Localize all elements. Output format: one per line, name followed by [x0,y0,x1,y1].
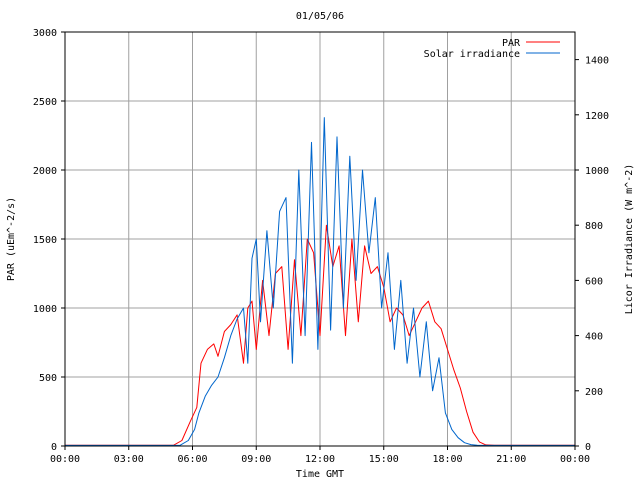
series-layer [65,117,575,446]
y-axis-label: PAR (uEm^-2/s) [6,197,17,281]
y-tick-label: 1000 [33,304,57,315]
x-tick-label: 18:00 [432,454,462,465]
x-tick-label: 00:00 [560,454,590,465]
par-line [65,224,575,446]
y2-tick-label: 1000 [585,166,609,177]
y2-tick-label: 200 [585,387,603,398]
x-axis-label: Time GMT [296,469,344,480]
x-tick-label: 03:00 [114,454,144,465]
y2-axis-label: Licor Irradiance (W m^-2) [624,164,635,315]
y2-tick-label: 0 [585,442,591,453]
x-tick-label: 00:00 [50,454,80,465]
solar-irradiance-line [65,117,575,446]
x-tick-label: 15:00 [369,454,399,465]
y2-tick-label: 1200 [585,111,609,122]
y2-tick-label: 800 [585,221,603,232]
legend-solar-label: Solar irradiance [424,49,520,60]
legend-par-label: PAR [502,38,521,49]
chart-title: 01/05/06 [296,11,344,22]
y2-tick-label: 400 [585,332,603,343]
x-tick-label: 06:00 [177,454,207,465]
x-tick-label: 09:00 [241,454,271,465]
y-tick-label: 3000 [33,28,57,39]
x-tick-label: 12:00 [305,454,335,465]
x-tick-label: 21:00 [496,454,526,465]
y2-tick-label: 1400 [585,56,609,67]
y-tick-label: 500 [39,373,57,384]
legend: PAR Solar irradiance [424,38,560,60]
y-tick-label: 2500 [33,97,57,108]
y-tick-label: 2000 [33,166,57,177]
y2-tick-label: 600 [585,276,603,287]
y-tick-label: 0 [51,442,57,453]
y-tick-label: 1500 [33,235,57,246]
tick-labels: 00:00 03:00 06:00 09:00 12:00 15:00 18:00 21:00… [33,28,609,465]
